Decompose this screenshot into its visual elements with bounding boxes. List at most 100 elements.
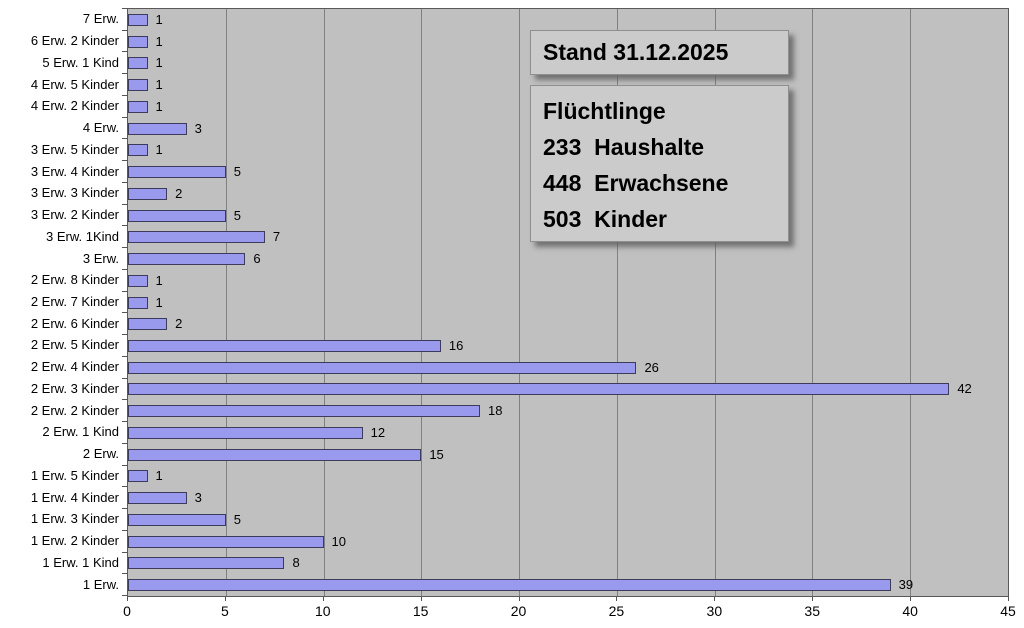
category-label: 1 Erw. 2 Kinder [30, 533, 119, 549]
y-axis-tick [122, 94, 127, 96]
y-axis-tick [122, 464, 127, 466]
gridline [421, 9, 423, 596]
bar [128, 253, 246, 266]
bar [128, 405, 480, 418]
bar [128, 209, 226, 222]
x-axis-tick-label: 10 [314, 603, 331, 619]
gridline [714, 9, 716, 596]
y-axis-tick [122, 73, 127, 75]
y-axis-tick [122, 247, 127, 249]
bar-value-label: 1 [155, 468, 163, 484]
gridline [910, 9, 912, 596]
y-axis-tick [122, 138, 127, 140]
category-label: 3 Erw. 4 Kinder [30, 163, 119, 179]
y-axis-tick [122, 508, 127, 510]
bar-value-label: 18 [488, 403, 503, 419]
y-axis-tick [122, 377, 127, 379]
x-axis-tick-label: 35 [804, 603, 820, 619]
gridline [323, 9, 325, 596]
bar [128, 579, 891, 592]
category-label: 3 Erw. 1Kind [46, 228, 119, 244]
stand-annotation-box: Stand 31.12.2025 [530, 30, 789, 75]
bar-value-label: 1 [155, 294, 163, 310]
stand-annotation-text: Stand 31.12.2025 [543, 39, 729, 65]
x-axis-tick [420, 597, 422, 601]
bar-value-label: 3 [194, 490, 202, 506]
bar [128, 79, 148, 92]
x-axis-tick-label: 25 [608, 603, 625, 619]
y-axis-tick [122, 442, 127, 444]
category-label: 3 Erw. [82, 250, 119, 266]
gridline [616, 9, 618, 596]
category-label: 2 Erw. 3 Kinder [30, 380, 119, 396]
bar-value-label: 12 [370, 424, 386, 440]
category-label: 2 Erw. 5 Kinder [30, 337, 119, 353]
y-axis-tick [122, 8, 127, 9]
bar-value-label: 2 [175, 316, 183, 332]
x-axis-tick [518, 597, 520, 601]
y-axis-tick [122, 421, 127, 423]
x-axis-tick [714, 597, 716, 601]
bar [128, 144, 148, 157]
bar-value-label: 6 [253, 251, 261, 267]
bar [128, 296, 148, 309]
category-label: 7 Erw. [82, 11, 119, 27]
y-axis-tick [122, 29, 127, 31]
x-axis-tick [910, 597, 912, 601]
summary-annotation-text: Flüchtlinge 233 Haushalte 448 Erwachsene… [543, 98, 729, 232]
bar-value-label: 5 [233, 164, 241, 180]
bar [128, 187, 168, 200]
bar-value-label: 2 [175, 185, 183, 201]
y-axis-tick [122, 334, 127, 336]
x-axis-tick-label: 30 [706, 603, 723, 619]
category-label: 2 Erw. 2 Kinder [30, 402, 119, 418]
bar-value-label: 1 [155, 142, 163, 158]
category-label: 1 Erw. 5 Kinder [30, 467, 119, 483]
bar [128, 426, 363, 439]
bar-value-label: 15 [429, 446, 444, 462]
y-axis-tick [122, 203, 127, 205]
bar-value-label: 1 [155, 11, 163, 27]
bar [128, 13, 148, 26]
bar [128, 448, 422, 461]
bar-value-label: 10 [331, 533, 347, 549]
category-label: 4 Erw. 5 Kinder [30, 76, 119, 92]
y-axis-tick [122, 181, 127, 183]
x-axis-tick-label: 45 [1000, 603, 1016, 619]
bar [128, 383, 950, 396]
x-axis-tick-label: 5 [220, 603, 229, 619]
category-label: 2 Erw. 1 Kind [42, 424, 119, 440]
bar-value-label: 7 [272, 229, 281, 245]
bar-value-label: 5 [233, 207, 241, 223]
bar [128, 122, 187, 135]
y-axis-tick [122, 551, 127, 553]
category-label: 3 Erw. 5 Kinder [30, 141, 119, 157]
category-label: 5 Erw. 1 Kind [42, 54, 119, 70]
bar-value-label: 3 [194, 120, 202, 136]
bar [128, 492, 187, 505]
y-axis-tick [122, 160, 127, 162]
bar-value-label: 1 [155, 33, 163, 49]
y-axis-tick [122, 486, 127, 488]
bar [128, 339, 441, 352]
x-axis-tick [1008, 597, 1009, 601]
y-axis-tick [122, 399, 127, 401]
y-axis-tick [122, 573, 127, 575]
bar [128, 513, 226, 526]
category-label: 1 Erw. 3 Kinder [30, 511, 119, 527]
gridline [812, 9, 814, 596]
bar [128, 470, 148, 483]
bar-value-label: 8 [292, 555, 300, 571]
bar-value-label: 1 [155, 98, 163, 114]
y-axis-tick [122, 51, 127, 53]
bar [128, 35, 148, 48]
bar-value-label: 5 [233, 511, 241, 527]
bar-value-label: 42 [957, 381, 972, 397]
bar [128, 231, 265, 244]
x-axis-tick [616, 597, 618, 601]
bar [128, 535, 324, 548]
y-axis-tick [122, 290, 127, 292]
category-label: 6 Erw. 2 Kinder [30, 33, 119, 49]
category-label: 2 Erw. 8 Kinder [30, 272, 119, 288]
bar [128, 57, 148, 70]
